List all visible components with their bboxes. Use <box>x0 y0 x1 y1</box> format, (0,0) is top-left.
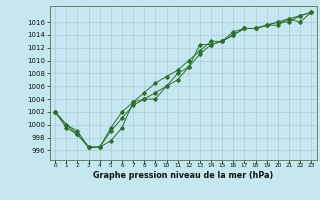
X-axis label: Graphe pression niveau de la mer (hPa): Graphe pression niveau de la mer (hPa) <box>93 171 273 180</box>
